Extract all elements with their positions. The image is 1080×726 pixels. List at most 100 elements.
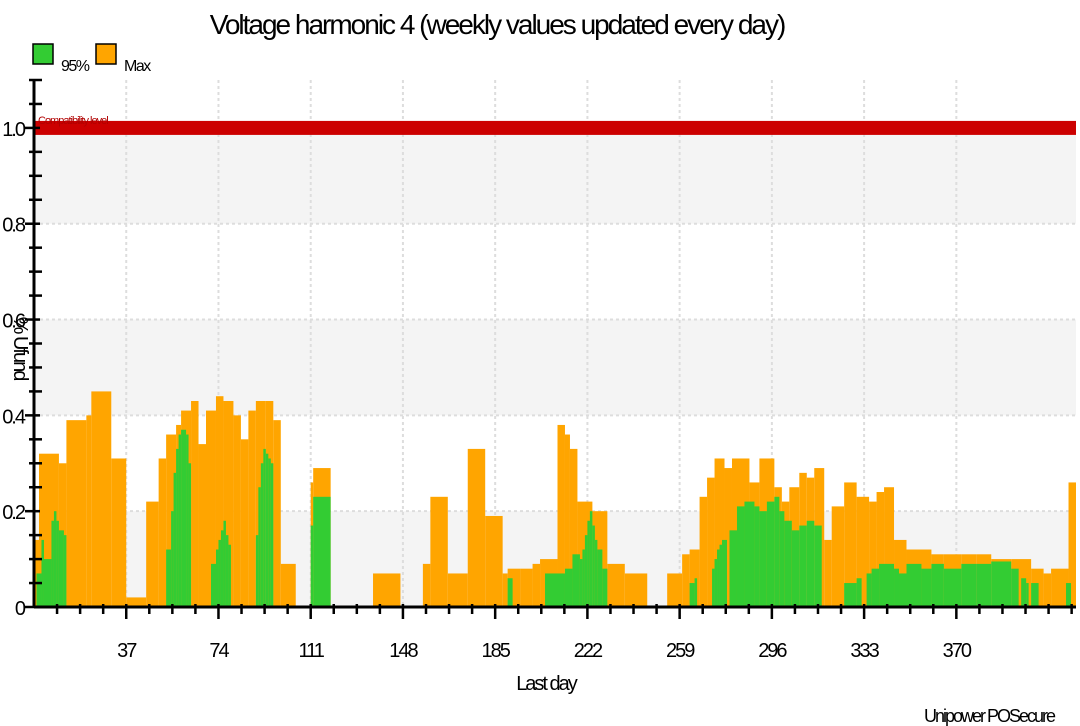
bar-95 [178,434,182,607]
y-ticks: 0 0.2 0.4 0.6 0.8 1.0 [2,78,42,620]
y-tick-label: 0.8 [2,215,26,237]
y-axis-label: % Ufund [9,317,31,381]
plot-area: Compatibility level [34,80,1076,607]
bar-max [699,496,708,607]
bar-95 [943,568,962,607]
x-axis-label: Last day [516,673,578,695]
bar-max [34,539,39,607]
bar-95 [58,530,64,607]
bar-max [667,573,683,607]
bar-95 [594,539,598,607]
bar-95 [712,568,715,607]
bar-95 [806,520,815,607]
bar-95 [579,559,583,607]
series-95 [36,429,1072,607]
bar-95 [856,578,862,607]
bar-max [564,434,570,607]
bar-95 [729,530,737,607]
chart-title: Voltage harmonic 4 (weekly values update… [210,9,785,40]
bar-95 [587,520,590,607]
bar-max [248,410,256,607]
bar-95 [991,561,1012,607]
bar-max [831,506,845,607]
bar-95 [779,511,785,607]
bar-max [869,501,877,607]
bar-max [557,424,565,607]
bar-max [569,448,578,607]
grid-band [34,127,1076,224]
bar-95 [176,448,179,607]
bar-max [206,410,216,607]
grid-band [34,319,1076,416]
bar-95 [36,573,42,607]
bar-max [91,391,112,607]
x-tick-label: 148 [389,640,418,662]
bar-95 [799,525,807,607]
bar-95 [894,568,900,607]
x-tick-label: 333 [850,640,879,662]
bar-95 [899,573,907,607]
bar-max [430,496,448,607]
bar-95 [51,520,54,607]
bar-max [373,573,401,607]
bar-95 [186,434,189,607]
bar-max [111,458,127,607]
bar-max [447,573,468,607]
bar-95 [215,549,219,607]
bar-max [86,415,92,607]
bar-95 [260,463,264,607]
bar-max [126,597,147,607]
bar-95 [689,583,695,607]
bar-95 [719,544,723,607]
y-tick-label: 0 [15,598,26,620]
bar-95 [871,568,880,607]
bar-95 [814,525,822,607]
bar-max [884,487,895,607]
bar-95 [63,535,67,607]
bar-95 [507,578,513,607]
bar-max [422,563,431,607]
bar-95 [545,573,565,607]
y-tick-label: 1.0 [2,119,26,141]
bar-max [502,573,508,607]
bar-95 [56,520,59,607]
y-tick-label: 0.4 [2,406,26,428]
bar-95 [268,458,271,607]
x-tick-label: 370 [943,640,972,662]
bar-95 [589,511,593,607]
bar-95 [906,563,922,607]
legend-swatch-max [95,43,117,65]
bar-95 [188,463,192,607]
bar-95 [866,573,872,607]
bar-95 [265,453,269,607]
bar-95 [961,563,977,607]
x-tick-label: 111 [299,640,325,662]
bar-max [158,458,167,607]
bar-max [532,563,541,607]
bar-95 [263,448,266,607]
bar-95 [210,563,216,607]
bar-95 [270,463,274,607]
bar-max [876,492,885,607]
bar-95 [592,525,595,607]
legend: 95% Max [32,43,153,75]
bar-max [191,400,199,607]
legend-label-max: Max [124,58,151,75]
compatibility-level-line [34,120,1076,135]
bar-95 [879,563,895,607]
bar-max [273,420,281,607]
bar-95 [255,535,259,607]
bar-max [240,439,249,607]
bar-max [146,501,159,607]
bar-max [1068,482,1076,607]
bar-95 [921,568,932,607]
bar-95 [582,549,585,607]
bar-95 [258,487,261,607]
axes: 00.20.40.60.81.0 37 74 111 148 185 222 259 296 3… [2,78,1076,662]
x-tick-label: 222 [574,640,603,662]
bar-95 [717,549,720,607]
bar-95 [931,563,944,607]
bar-max [844,482,857,607]
bar-max [166,434,177,607]
